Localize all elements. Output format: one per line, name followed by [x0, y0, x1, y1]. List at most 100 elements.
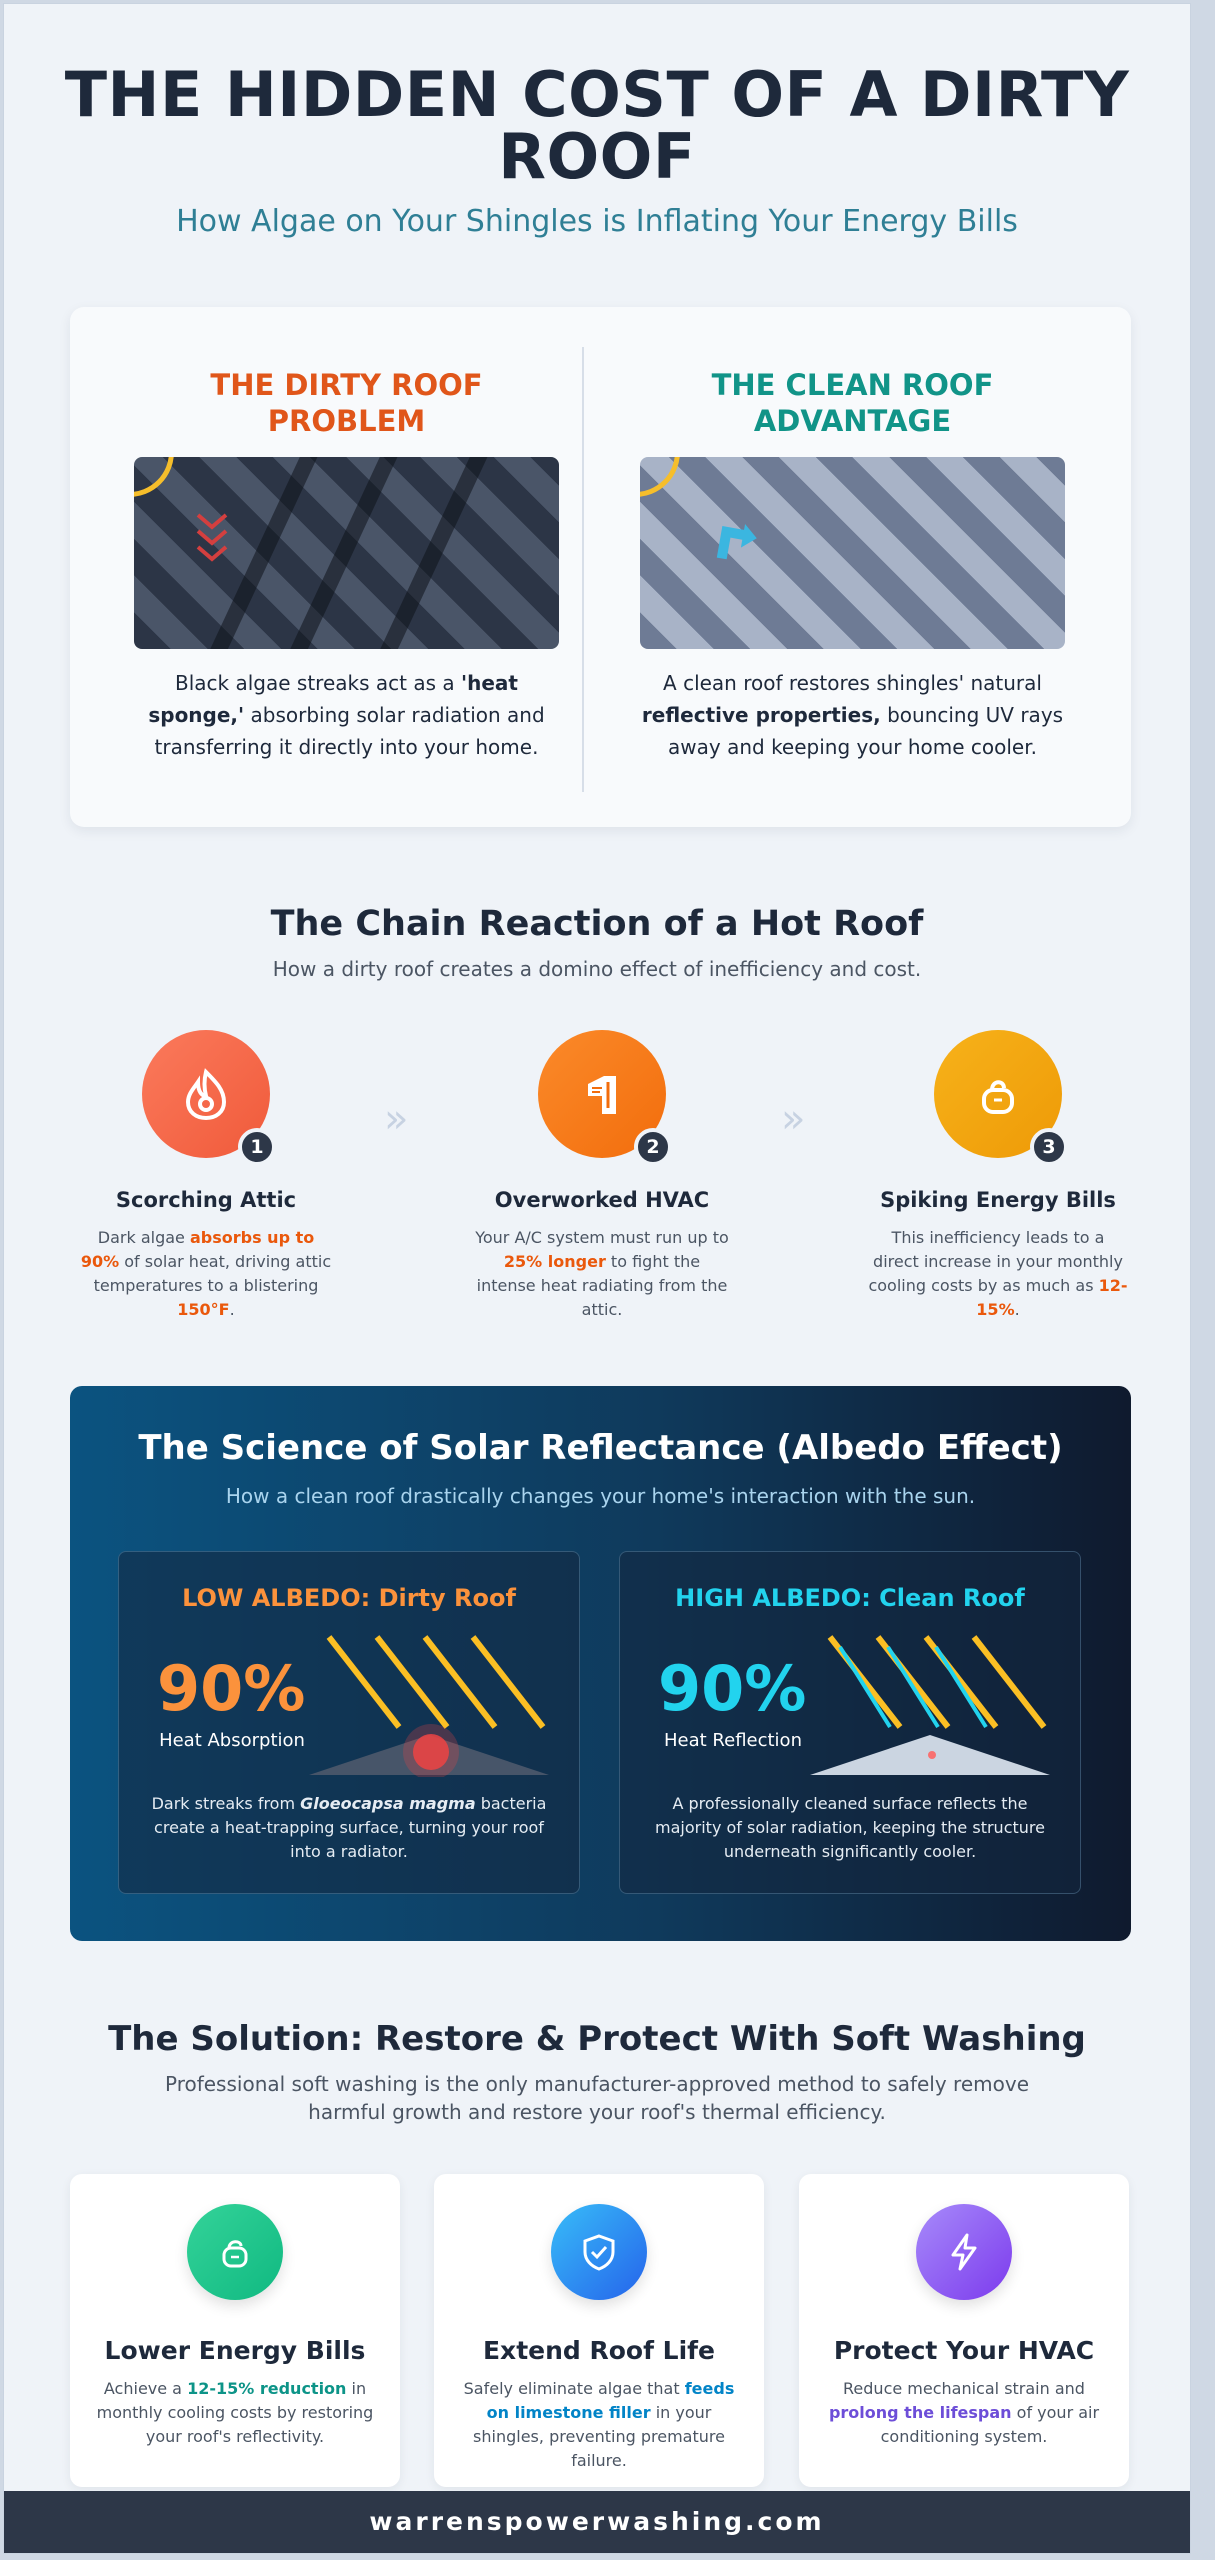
high-albedo-description: A professionally cleaned surface reflect…	[655, 1794, 1045, 1861]
benefit-card-energy: Lower Energy Bills Achieve a 12-15% redu…	[70, 2174, 400, 2487]
dirty-roof-illustration	[134, 457, 559, 649]
low-albedo-panel: LOW ALBEDO: Dirty Roof 90% Heat Absorpti…	[118, 1551, 580, 1894]
chain-step-1: 1 Scorching Attic Dark algae absorbs up …	[76, 1030, 336, 1322]
text: Dark streaks from	[151, 1794, 301, 1813]
heat-reflection-label: Heat Reflection	[664, 1730, 802, 1751]
absorbed-sun-rays-icon	[309, 1635, 549, 1777]
highlight: reflective properties,	[641, 703, 881, 727]
step-title: Overworked HVAC	[494, 1188, 710, 1212]
high-albedo-title: HIGH ALBEDO: Clean Roof	[675, 1584, 1025, 1612]
text: to fight the intense heat radiating from…	[476, 1252, 728, 1319]
text: bouncing UV rays away and keeping your h…	[668, 703, 1064, 759]
step-number-badge: 2	[634, 1128, 672, 1166]
text: of your air conditioning system.	[880, 2403, 1100, 2446]
benefit-description: Reduce mechanical strain and prolong the…	[825, 2377, 1103, 2449]
chain-step-2: 2 Overworked HVAC Your A/C system must r…	[472, 1030, 732, 1322]
piggy-bank-icon	[982, 1080, 1014, 1114]
chain-step-3: 3 Spiking Energy Bills This inefficiency…	[868, 1030, 1128, 1322]
chevron-right-icon: »	[384, 1096, 409, 1142]
solution-section-title: The Solution: Restore & Protect With Sof…	[108, 2019, 1086, 2059]
clean-roof-title: THE CLEAN ROOF ADVANTAGE	[711, 368, 994, 438]
reflected-sun-rays-icon	[810, 1635, 1050, 1775]
step-3-icon-circle: 3	[934, 1030, 1068, 1166]
chain-section-subtitle: How a dirty roof creates a domino effect…	[272, 957, 922, 981]
step-title: Scorching Attic	[115, 1188, 297, 1212]
chevron-right-icon: »	[781, 1096, 806, 1142]
text: in monthly cooling costs by restoring yo…	[96, 2379, 374, 2446]
albedo-science-section: The Science of Solar Reflectance (Albedo…	[70, 1386, 1131, 1941]
text: in your shingles, preventing premature f…	[473, 2403, 725, 2470]
benefit-icon-circle	[551, 2204, 647, 2300]
benefit-icon-circle	[916, 2204, 1012, 2300]
text: Dark algae	[97, 1228, 190, 1247]
reflect-arrow-icon	[716, 523, 757, 560]
heat-down-arrows-icon	[196, 513, 228, 562]
benefit-title: Protect Your HVAC	[833, 2336, 1095, 2365]
highlight: 25% longer	[503, 1252, 606, 1271]
clean-roof-column: THE CLEAN ROOF ADVANTAGE A clean roof re…	[640, 367, 1065, 763]
heat-absorption-value: 90%	[157, 1652, 306, 1725]
benefit-card-roof-life: Extend Roof Life Safely eliminate algae …	[434, 2174, 764, 2487]
highlight: 150°F	[177, 1300, 230, 1319]
benefit-icon-circle	[187, 2204, 283, 2300]
high-albedo-panel: HIGH ALBEDO: Clean Roof 90% Heat Reflect…	[619, 1551, 1081, 1894]
piggy-bank-icon	[222, 2240, 248, 2268]
text: This inefficiency leads to a direct incr…	[868, 1228, 1123, 1295]
footer-website: warrenspowerwashing.com	[4, 2491, 1190, 2553]
solution-section-subtitle: Professional soft washing is the only ma…	[164, 2072, 1030, 2124]
science-subtitle: How a clean roof drastically changes you…	[225, 1484, 976, 1508]
step-title: Spiking Energy Bills	[880, 1188, 1116, 1212]
highlight: feeds on limestone filler	[486, 2379, 735, 2422]
text: .	[1014, 1300, 1020, 1319]
text: .	[229, 1300, 235, 1319]
step-2-icon-circle: 2	[538, 1030, 672, 1166]
step-number-badge: 1	[238, 1128, 276, 1166]
highlight: 12-15% reduction	[187, 2379, 347, 2398]
clean-roof-description: A clean roof restores shingles' natural …	[640, 667, 1065, 763]
benefit-description: Achieve a 12-15% reduction in monthly co…	[96, 2377, 374, 2449]
text: Black algae streaks act as a	[175, 671, 461, 695]
text: Your A/C system must run up to	[475, 1228, 729, 1247]
benefit-title: Lower Energy Bills	[104, 2336, 366, 2365]
step-number-badge: 3	[1030, 1128, 1068, 1166]
step-1-icon-circle: 1	[142, 1030, 276, 1166]
benefit-description: Safely eliminate algae that feeds on lim…	[460, 2377, 738, 2473]
dirty-roof-column: THE DIRTY ROOF PROBLEM Black algae strea…	[134, 367, 559, 763]
low-albedo-description: Dark streaks from Gloeocapsa magma bacte…	[147, 1792, 551, 1864]
benefit-card-hvac: Protect Your HVAC Reduce mechanical stra…	[799, 2174, 1129, 2487]
page-subtitle: How Algae on Your Shingles is Inflating …	[176, 204, 1018, 239]
comparison-card: THE DIRTY ROOF PROBLEM Black algae strea…	[70, 307, 1131, 827]
text: A clean roof restores shingles' natural	[663, 671, 1042, 695]
highlight: prolong the lifespan	[828, 2403, 1012, 2422]
step-description: This inefficiency leads to a direct incr…	[868, 1226, 1128, 1322]
text: of solar heat, driving attic temperature…	[93, 1252, 332, 1295]
bacteria-name: Gloeocapsa magma	[300, 1794, 476, 1813]
dirty-roof-title: THE DIRTY ROOF PROBLEM	[210, 368, 483, 438]
highlight: 'heat sponge,'	[148, 671, 518, 727]
heat-absorption-label: Heat Absorption	[159, 1730, 305, 1751]
infographic-page: THE HIDDEN COST OF A DIRTY ROOF How Alga…	[3, 3, 1191, 2554]
text: Reduce mechanical strain and	[843, 2379, 1085, 2398]
clean-roof-illustration	[640, 457, 1065, 649]
lightning-icon	[951, 2233, 977, 2271]
hvac-fan-icon	[588, 1076, 616, 1114]
page-title: THE HIDDEN COST OF A DIRTY ROOF	[64, 58, 1130, 193]
dirty-roof-description: Black algae streaks act as a 'heat spong…	[134, 667, 559, 763]
science-title: The Science of Solar Reflectance (Albedo…	[138, 1428, 1063, 1468]
text: Achieve a	[103, 2379, 188, 2398]
highlight: 12-15%	[976, 1276, 1128, 1319]
algae-streak	[369, 457, 495, 649]
shield-check-icon	[583, 2234, 615, 2271]
comparison-divider	[582, 347, 584, 792]
heat-reflection-value: 90%	[658, 1652, 807, 1725]
text: bacteria create a heat-trapping surface,…	[154, 1794, 547, 1861]
step-description: Your A/C system must run up to 25% longe…	[472, 1226, 732, 1322]
chain-section-title: The Chain Reaction of a Hot Roof	[270, 904, 924, 944]
fire-icon	[185, 1068, 227, 1121]
highlight: absorbs up to 90%	[80, 1228, 315, 1271]
step-description: Dark algae absorbs up to 90% of solar he…	[76, 1226, 336, 1322]
low-albedo-title: LOW ALBEDO: Dirty Roof	[182, 1584, 516, 1612]
benefit-title: Extend Roof Life	[482, 2336, 716, 2365]
sun-icon	[640, 457, 680, 497]
sun-icon	[134, 457, 174, 497]
